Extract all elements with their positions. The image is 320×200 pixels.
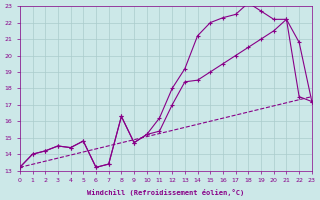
X-axis label: Windchill (Refroidissement éolien,°C): Windchill (Refroidissement éolien,°C) <box>87 189 244 196</box>
